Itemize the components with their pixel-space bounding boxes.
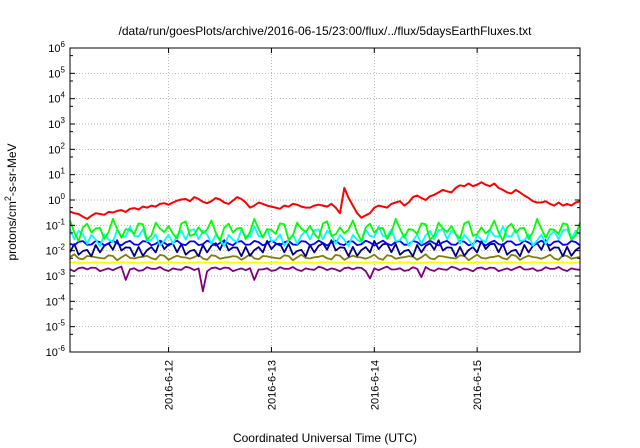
y-axis-label-rest: -s-sr-MeV: [5, 143, 19, 196]
y-tick-base: 10: [46, 271, 58, 283]
y-tick-base: 10: [48, 68, 60, 80]
y-tick-base: 10: [46, 322, 58, 334]
y-tick-label: 10-4: [46, 293, 66, 308]
y-tick-exponent: -4: [58, 293, 66, 302]
y-tick-label: 101: [48, 167, 65, 182]
x-tick-label: 2016-6-14: [369, 360, 381, 410]
y-tick-base: 10: [46, 296, 58, 308]
y-tick-base: 10: [46, 347, 58, 359]
y-tick-label: 103: [48, 116, 65, 131]
series-line-0: [69, 181, 581, 220]
y-tick-base: 10: [48, 195, 60, 207]
y-tick-label: 100: [48, 192, 65, 207]
y-tick-exponent: -6: [58, 344, 66, 353]
y-tick-exponent: 0: [61, 192, 66, 201]
y-tick-base: 10: [48, 144, 60, 156]
y-tick-exponent: 1: [61, 167, 66, 176]
y-tick-label: 10-3: [46, 268, 66, 283]
y-tick-exponent: 2: [61, 141, 66, 150]
y-tick-base: 10: [48, 119, 60, 131]
y-tick-label: 10-2: [46, 243, 66, 258]
y-tick-label: 102: [48, 141, 65, 156]
y-tick-label: 10-6: [46, 344, 66, 359]
y-tick-label: 104: [48, 91, 65, 106]
x-tick-label: 2016-6-13: [266, 360, 278, 410]
y-tick-base: 10: [46, 220, 58, 232]
y-tick-exponent: -3: [58, 268, 66, 277]
y-axis-label-sup: 2: [3, 196, 13, 201]
y-tick-base: 10: [46, 246, 58, 258]
series-line-2: [69, 225, 581, 247]
y-axis-label-main: protons/cm: [5, 201, 19, 260]
y-tick-label: 10-1: [46, 217, 66, 232]
x-tick-label: 2016-6-12: [164, 360, 176, 410]
y-tick-base: 10: [48, 170, 60, 182]
grid: [70, 48, 580, 352]
y-tick-base: 10: [48, 43, 60, 55]
x-tick-label: 2016-6-15: [472, 360, 484, 410]
y-axis-label: protons/cm2-s-sr-MeV: [3, 143, 19, 260]
y-tick-exponent: 6: [61, 40, 66, 49]
y-axis: 10-610-510-410-310-210-11001011021031041…: [46, 40, 580, 359]
y-tick-exponent: 4: [61, 91, 66, 100]
y-tick-base: 10: [48, 94, 60, 106]
y-tick-exponent: -2: [58, 243, 66, 252]
series-line-6: [69, 261, 581, 264]
series-line-1: [69, 218, 581, 242]
y-tick-exponent: 3: [61, 116, 66, 125]
chart-title: /data/run/goesPlots/archive/2016-06-15/2…: [119, 24, 533, 38]
series-line-7: [69, 265, 581, 293]
y-tick-label: 105: [48, 65, 65, 80]
series-group: [69, 181, 581, 293]
series-line-5: [69, 253, 581, 262]
x-axis: 2016-6-12 2016-6-13 2016-6-14 2016-6-15: [164, 48, 484, 410]
y-tick-label: 10-5: [46, 319, 66, 334]
y-tick-exponent: -5: [58, 319, 66, 328]
y-tick-exponent: -1: [58, 217, 66, 226]
series-line-3: [69, 239, 581, 247]
y-tick-exponent: 5: [61, 65, 66, 74]
y-tick-label: 106: [48, 40, 65, 55]
x-axis-label: Coordinated Universal Time (UTC): [233, 431, 417, 445]
series-line-4: [69, 239, 581, 258]
